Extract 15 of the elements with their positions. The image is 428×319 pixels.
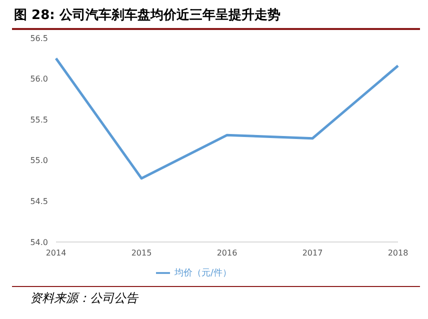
x-tick-label: 2017: [302, 248, 323, 258]
y-tick-label: 54.0: [30, 238, 48, 247]
y-tick-label: 55.0: [30, 156, 48, 166]
x-tick-label: 2018: [388, 248, 408, 258]
y-tick-label: 56.0: [30, 74, 48, 84]
x-tick-label: 2016: [216, 248, 238, 258]
x-tick-label: 2015: [131, 248, 152, 258]
y-tick-label: 54.5: [30, 197, 48, 206]
y-tick-label: 55.5: [30, 115, 48, 124]
y-tick-label: 56.5: [30, 34, 48, 43]
x-tick-label: 2014: [46, 248, 66, 258]
legend-label: 均价（元/件）: [174, 268, 232, 278]
text: 资料来源：公司公告: [30, 290, 138, 307]
line-series: [54, 57, 400, 180]
chart-title: 图 28: 公司汽车刹车盘均价近三年呈提升走势: [14, 6, 280, 24]
